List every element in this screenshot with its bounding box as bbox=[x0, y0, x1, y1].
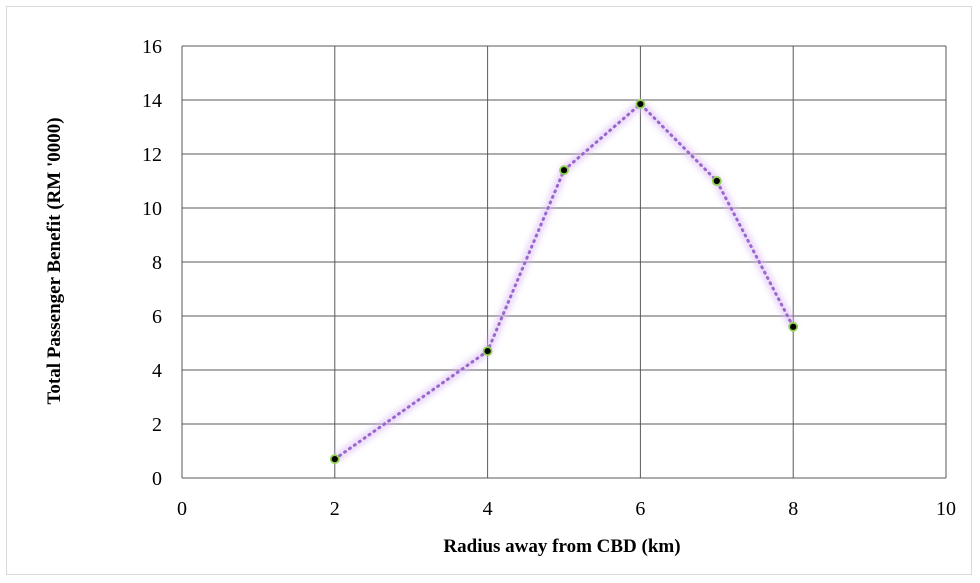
y-tick-label-7: 14 bbox=[142, 90, 162, 112]
x-tick-label-4: 8 bbox=[788, 498, 798, 520]
y-tick-label-4: 8 bbox=[152, 252, 162, 274]
tick-labels: 0 2 4 6 8 10 0 2 4 6 8 10 12 14 16 bbox=[142, 36, 956, 520]
chart-frame bbox=[6, 6, 972, 575]
y-axis-title: Total Passenger Benefit (RM '0000) bbox=[44, 117, 65, 404]
x-tick-label-5: 10 bbox=[936, 498, 956, 520]
y-tick-label-6: 12 bbox=[142, 144, 162, 166]
series-line-0 bbox=[333, 101, 795, 461]
y-tick-label-8: 16 bbox=[142, 36, 162, 58]
y-tick-label-2: 4 bbox=[152, 360, 162, 382]
gridlines bbox=[181, 45, 947, 479]
data-point-2 bbox=[559, 165, 569, 176]
y-tick-label-3: 6 bbox=[152, 306, 162, 328]
y-tick-label-5: 10 bbox=[142, 198, 162, 220]
data-point-3 bbox=[635, 99, 646, 109]
x-tick-label-0: 0 bbox=[177, 498, 187, 520]
x-axis-title: Radius away from CBD (km) bbox=[443, 536, 680, 557]
x-tick-label-1: 2 bbox=[330, 498, 340, 520]
data-point-0 bbox=[329, 454, 340, 465]
data-series bbox=[329, 97, 799, 465]
x-tick-label-2: 4 bbox=[483, 498, 493, 520]
data-point-1 bbox=[482, 346, 493, 357]
data-point-5 bbox=[788, 321, 799, 332]
series-glow-0 bbox=[332, 97, 798, 463]
data-point-4 bbox=[711, 176, 722, 186]
x-tick-label-3: 6 bbox=[635, 498, 645, 520]
y-tick-label-0: 0 bbox=[152, 468, 162, 490]
y-tick-label-1: 2 bbox=[152, 414, 162, 436]
